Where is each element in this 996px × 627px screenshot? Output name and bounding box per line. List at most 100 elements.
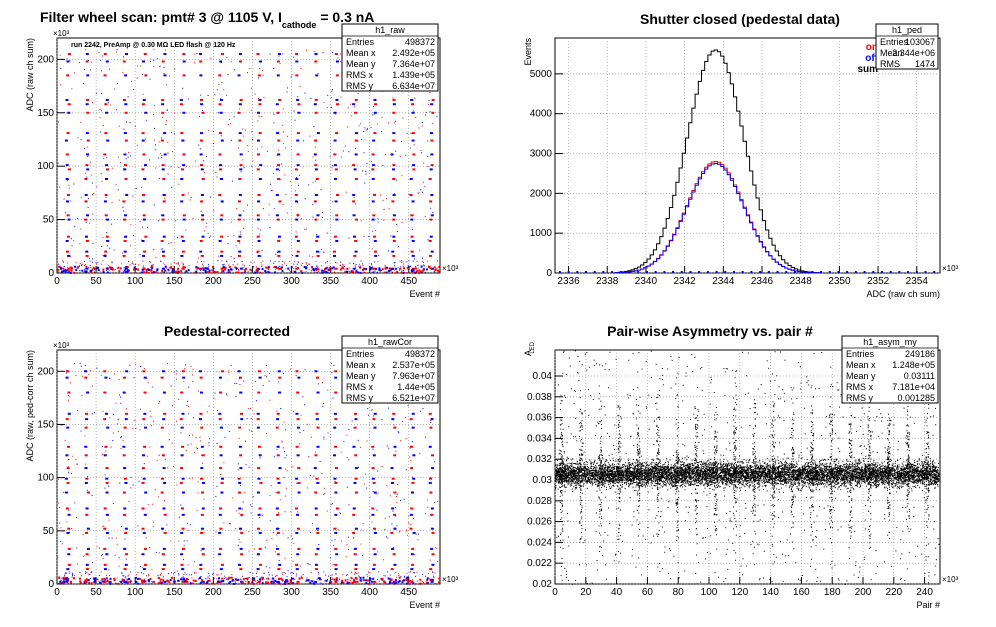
data-point xyxy=(176,373,177,374)
baseline-point xyxy=(150,269,152,271)
data-cluster xyxy=(393,99,396,101)
data-point xyxy=(203,499,204,500)
data-point xyxy=(121,526,122,527)
chart-title: Pedestal-corrected xyxy=(164,323,290,339)
data-point xyxy=(216,574,217,575)
data-point xyxy=(240,231,241,232)
data-point xyxy=(273,263,274,264)
data-point xyxy=(293,264,294,265)
data-point xyxy=(118,189,119,190)
data-cluster xyxy=(297,418,300,420)
data-point xyxy=(208,95,209,96)
baseline-point xyxy=(133,269,135,271)
stats-value: 6.521e+07 xyxy=(392,393,435,403)
data-point xyxy=(72,573,73,574)
data-point xyxy=(247,145,248,146)
data-point xyxy=(169,439,170,440)
data-cluster xyxy=(277,240,280,242)
data-point xyxy=(249,430,250,431)
baseline-point xyxy=(117,267,119,269)
data-point xyxy=(229,119,230,120)
data-point xyxy=(158,403,159,404)
data-point xyxy=(284,263,285,264)
data-point xyxy=(90,578,91,579)
data-cluster xyxy=(411,103,414,105)
data-point xyxy=(235,528,236,529)
data-point xyxy=(284,422,285,423)
data-cluster xyxy=(125,53,128,55)
data-cluster xyxy=(391,507,394,509)
data-point xyxy=(89,223,90,224)
data-point xyxy=(113,433,114,434)
data-cluster xyxy=(123,61,126,63)
data-cluster xyxy=(66,532,69,534)
data-point xyxy=(255,581,256,582)
data-point xyxy=(347,574,348,575)
data-cluster xyxy=(199,251,202,253)
data-cluster xyxy=(238,255,241,257)
data-cluster xyxy=(161,140,164,142)
data-cluster xyxy=(353,214,356,216)
data-cluster xyxy=(123,255,126,257)
data-point xyxy=(331,97,332,98)
data-point xyxy=(408,265,409,266)
data-point xyxy=(263,208,264,209)
data-point xyxy=(369,517,370,518)
data-point xyxy=(360,266,361,267)
baseline-point xyxy=(127,266,129,268)
data-point xyxy=(296,177,297,178)
baseline-point xyxy=(304,266,306,268)
data-point xyxy=(164,500,165,501)
data-point xyxy=(199,116,200,117)
data-cluster xyxy=(221,140,224,142)
data-point xyxy=(255,381,256,382)
data-cluster xyxy=(86,255,89,257)
data-point xyxy=(242,576,243,577)
data-cluster xyxy=(85,236,88,238)
data-cluster xyxy=(276,528,279,530)
data-cluster xyxy=(125,178,128,180)
data-point xyxy=(327,233,328,234)
baseline-point xyxy=(172,269,174,271)
data-point xyxy=(391,523,392,524)
data-cluster xyxy=(142,482,145,484)
data-point xyxy=(397,231,398,232)
baseline-marker xyxy=(794,271,796,273)
data-point xyxy=(332,503,333,504)
chart-title-main: Filter wheel scan: pmt# 3 @ 1105 V, I xyxy=(40,9,282,25)
data-point xyxy=(218,112,219,113)
data-point xyxy=(118,419,119,420)
data-cluster xyxy=(104,53,107,55)
data-point xyxy=(186,166,187,167)
data-point xyxy=(306,263,307,264)
data-point xyxy=(555,481,556,482)
data-point xyxy=(203,160,204,161)
data-cluster xyxy=(297,164,300,166)
data-point xyxy=(405,417,406,418)
baseline-point xyxy=(399,268,401,270)
data-cluster xyxy=(163,132,166,134)
data-point xyxy=(194,561,195,562)
data-point xyxy=(686,459,687,460)
data-point xyxy=(88,207,89,208)
data-point xyxy=(257,582,258,583)
data-point xyxy=(88,374,89,375)
data-point xyxy=(182,262,183,263)
data-cluster xyxy=(161,492,164,494)
data-point xyxy=(427,141,428,142)
baseline-marker xyxy=(655,271,657,273)
data-cluster xyxy=(123,168,126,170)
data-cluster xyxy=(352,164,355,166)
data-point xyxy=(262,70,263,71)
data-point xyxy=(836,464,837,465)
baseline-point xyxy=(117,583,119,585)
data-point xyxy=(209,578,210,579)
baseline-point xyxy=(294,271,296,273)
data-point xyxy=(208,442,209,443)
data-point xyxy=(112,440,113,441)
data-point xyxy=(191,197,192,198)
data-cluster xyxy=(430,103,433,105)
data-point xyxy=(682,484,683,485)
data-cluster xyxy=(125,370,128,372)
data-point xyxy=(269,400,270,401)
